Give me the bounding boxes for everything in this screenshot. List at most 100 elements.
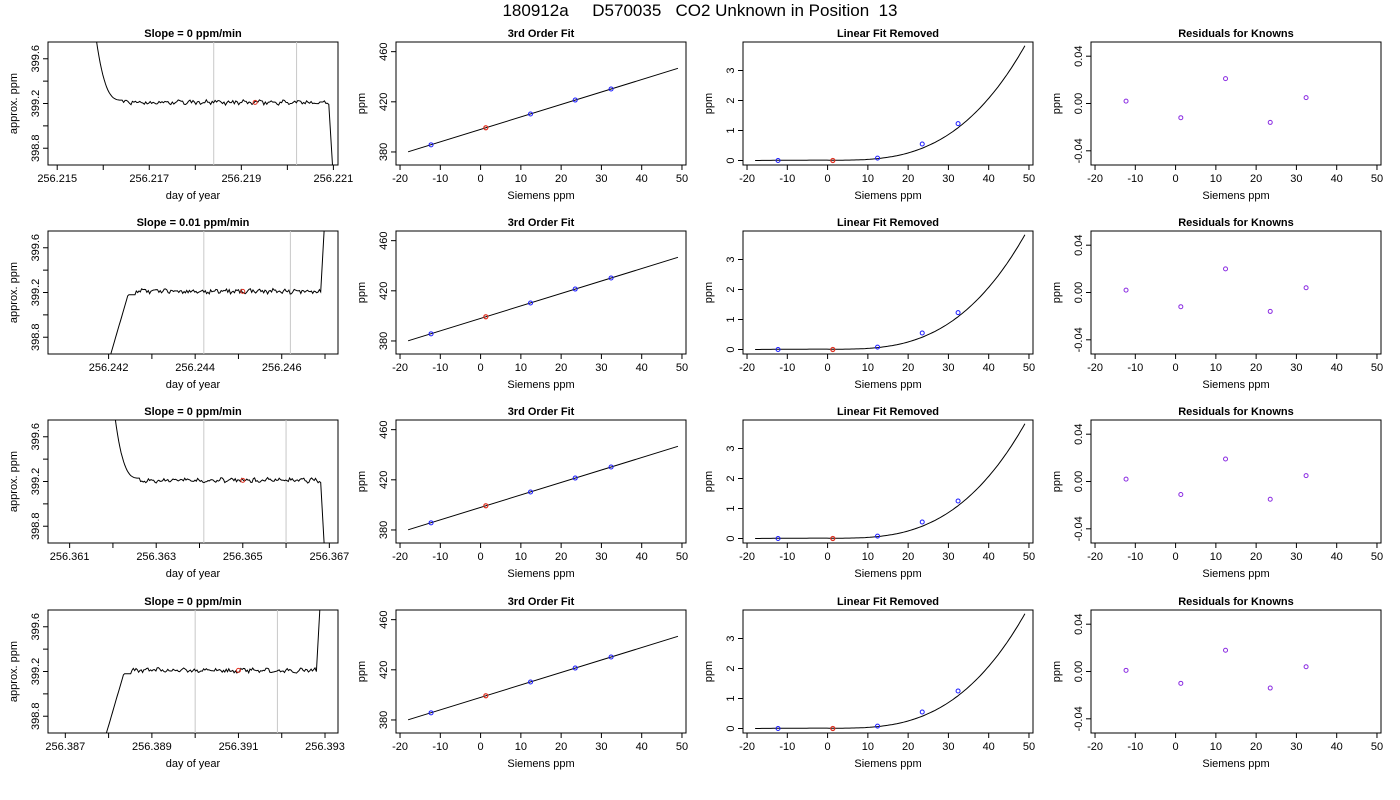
x-tick-label: 40 [983,362,995,374]
chart-title: 3rd Order Fit [508,406,575,418]
chart-title: Slope = 0 ppm/min [144,406,242,418]
chart-panel: 3rd Order Fit -20 -10 0 10 20 30 40 50 Siemens pp… [356,406,688,580]
y-tick-label: 3 [725,256,737,262]
time-series-line [114,420,325,543]
chart-title: Residuals for Knowns [1178,406,1294,418]
plot-data [755,234,1026,353]
x-tick-label: -20 [1087,362,1103,374]
unknown-point [483,125,489,131]
known-point [528,679,534,685]
plot-frame [742,609,1034,734]
x-tick-label: 20 [1250,551,1262,563]
residual-point [1123,287,1129,293]
x-tick-label: 40 [1331,741,1343,753]
x-tick-label: 0 [825,173,831,185]
x-tick-label: -20 [392,362,408,374]
y-tick-label: 398.8 [30,512,42,540]
y-tick-label: 0.04 [1073,45,1085,66]
x-tick-label: 40 [636,173,648,185]
y-axis-label: ppm [1051,471,1063,492]
residual-point [1223,456,1229,462]
y-axis-label: ppm [356,93,368,114]
x-tick-label: 256.242 [89,362,129,374]
x-tick-label: 256.367 [309,551,349,563]
unknown-sample-marker [252,99,258,105]
x-tick-label: 256.365 [223,551,263,563]
x-tick-label: -10 [1127,173,1143,185]
y-tick-label: 399.6 [30,613,42,641]
x-tick-label: 30 [942,741,954,753]
y-tick-label: 3 [725,67,737,73]
residual-curve [755,423,1026,539]
y-tick-label: 0.00 [1073,661,1085,682]
plot-data [407,445,679,531]
plot-frame [1090,419,1382,544]
known-point [919,141,925,147]
y-tick-label: 3 [725,635,737,641]
x-tick-label: -10 [432,551,448,563]
x-tick-label: 30 [1290,173,1302,185]
y-tick-label: 420 [378,93,390,111]
chart-panel: Linear Fit Removed-20 -10 0 10 20 30 40 50Sieme… [703,217,1035,391]
chart-panel: 3rd Order Fit -20 -10 0 10 20 30 40 50 Siemens pp… [356,596,688,770]
x-axis-label: Siemens ppm [1202,568,1269,580]
known-point [775,347,781,352]
residual-point [1123,476,1129,482]
known-point [572,665,578,671]
x-tick-label: -20 [392,173,408,185]
x-tick-label: 30 [595,551,607,563]
known-point [955,121,961,127]
x-tick-label: -20 [392,551,408,563]
chart-title: 3rd Order Fit [508,217,575,229]
x-tick-label: 10 [1210,741,1222,753]
plot-data [110,231,325,354]
y-tick-label: 2 [725,97,737,103]
x-tick-label: 50 [676,551,688,563]
y-axis-label: approx. ppm [8,641,20,702]
x-axis-label: Siemens ppm [854,568,921,580]
known-point [775,158,781,163]
y-tick-label: 1 [725,316,737,322]
y-tick-label: 399.6 [30,234,42,262]
chart-panel: Linear Fit Removed-20 -10 0 10 20 30 40 50Sieme… [703,406,1035,580]
fit-line [407,635,679,721]
fit-line [407,67,679,153]
x-tick-label: 40 [1331,362,1343,374]
x-tick-label: 50 [1023,551,1035,563]
chart-title: Residuals for Knowns [1178,217,1294,229]
x-tick-label: 40 [1331,173,1343,185]
x-tick-label: 0 [478,741,484,753]
y-tick-label: 399.2 [30,658,42,686]
y-tick-label: 420 [378,661,390,679]
plot-frame [742,419,1034,544]
x-tick-label: 30 [595,741,607,753]
x-tick-label: -20 [1087,741,1103,753]
fit-line [407,445,679,531]
x-tick-label: 0 [1173,362,1179,374]
x-tick-label: 256.217 [129,173,169,185]
x-tick-label: -10 [432,173,448,185]
plot-frame [742,41,1034,166]
x-axis-label: Siemens ppm [854,190,921,202]
known-point [919,330,925,336]
plot-frame [1090,230,1382,355]
x-tick-label: -10 [432,741,448,753]
chart-panel: 3rd Order Fit -20 -10 0 10 20 30 40 50 Siemens pp… [356,217,688,391]
y-tick-label: 380 [378,711,390,729]
y-tick-label: 380 [378,332,390,350]
plot-data [1123,647,1309,691]
x-tick-label: 30 [942,173,954,185]
unknown-sample-marker [240,288,246,294]
x-tick-label: -10 [779,173,795,185]
unknown-point [483,693,489,699]
known-point [775,726,781,731]
y-tick-label: 0.04 [1073,613,1085,634]
y-tick-label: 398.8 [30,323,42,351]
y-axis-label: ppm [703,282,715,303]
known-point [428,710,434,716]
x-tick-label: 50 [1023,741,1035,753]
residual-curve [755,45,1026,161]
x-tick-label: 0 [1173,741,1179,753]
x-tick-label: 0 [825,741,831,753]
known-point [955,310,961,316]
